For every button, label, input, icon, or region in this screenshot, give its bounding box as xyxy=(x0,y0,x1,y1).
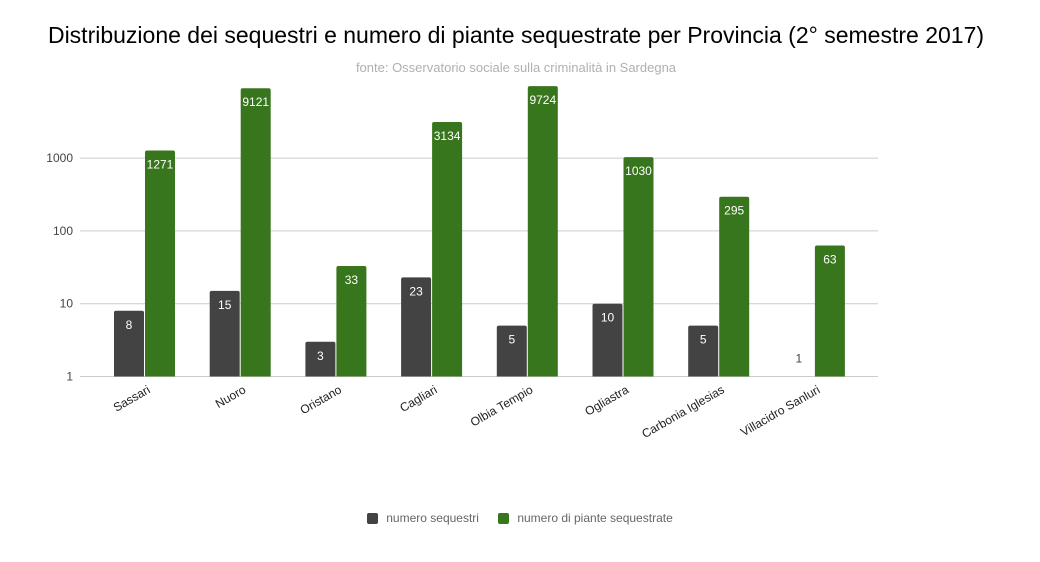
data-label: 1271 xyxy=(147,158,174,172)
bar-sequestri xyxy=(592,303,623,377)
data-label: 295 xyxy=(724,204,744,218)
legend-swatch xyxy=(498,512,510,524)
data-label: 3134 xyxy=(434,129,461,143)
x-tick-label: Olbia Tempio xyxy=(468,382,536,429)
data-label: 33 xyxy=(345,273,359,287)
data-label: 63 xyxy=(823,253,837,267)
bar-sequestri xyxy=(209,290,240,377)
chart-title: Distribuzione dei sequestri e numero di … xyxy=(47,22,985,48)
x-tick-label: Sassari xyxy=(111,382,153,414)
legend-item-sequestri[interactable]: numero sequestri xyxy=(367,511,479,525)
data-label: 1030 xyxy=(625,164,652,178)
legend-swatch xyxy=(367,512,379,524)
x-tick-label: Villacidro Sanluri xyxy=(738,382,822,439)
bar-sequestri xyxy=(305,341,336,377)
bar-sequestri xyxy=(496,325,527,377)
legend-label: numero di piante sequestrate xyxy=(517,511,673,525)
data-label: 23 xyxy=(409,284,423,298)
data-label: 5 xyxy=(508,333,515,347)
legend-item-piante[interactable]: numero di piante sequestrate xyxy=(498,511,673,525)
bar-piante xyxy=(527,86,558,377)
y-tick-label: 10 xyxy=(60,297,74,311)
bar-piante xyxy=(336,265,367,377)
x-tick-label: Cagliari xyxy=(397,382,439,414)
y-tick-label: 1 xyxy=(66,370,73,384)
bar-piante xyxy=(623,157,654,377)
data-label: 1 xyxy=(796,352,803,366)
bar-piante xyxy=(719,196,750,377)
x-tick-label: Ogliastra xyxy=(582,382,631,418)
x-tick-label: Oristano xyxy=(298,382,345,417)
data-label: 8 xyxy=(126,318,133,332)
x-tick-label: Nuoro xyxy=(213,382,249,411)
data-label: 5 xyxy=(700,333,707,347)
y-tick-label: 1000 xyxy=(46,151,73,165)
legend: numero sequestri numero di piante seques… xyxy=(0,511,1040,527)
chart-subtitle: fonte: Osservatorio sociale sulla crimin… xyxy=(355,60,677,75)
bar-piante xyxy=(145,150,175,377)
y-tick-label: 100 xyxy=(53,224,73,238)
legend-label: numero sequestri xyxy=(386,511,479,525)
data-label: 3 xyxy=(317,349,324,363)
bar-piante xyxy=(240,88,271,377)
data-label: 10 xyxy=(601,311,615,325)
bar-piante xyxy=(814,245,845,377)
bar-piante xyxy=(432,121,463,377)
data-label: 9724 xyxy=(529,93,556,107)
data-label: 9121 xyxy=(242,95,269,109)
data-label: 15 xyxy=(218,298,232,312)
x-tick-label: Carbonia Iglesias xyxy=(639,382,726,440)
bar-sequestri xyxy=(114,310,144,377)
bar-sequestri xyxy=(401,277,432,377)
bar-sequestri xyxy=(688,325,719,377)
